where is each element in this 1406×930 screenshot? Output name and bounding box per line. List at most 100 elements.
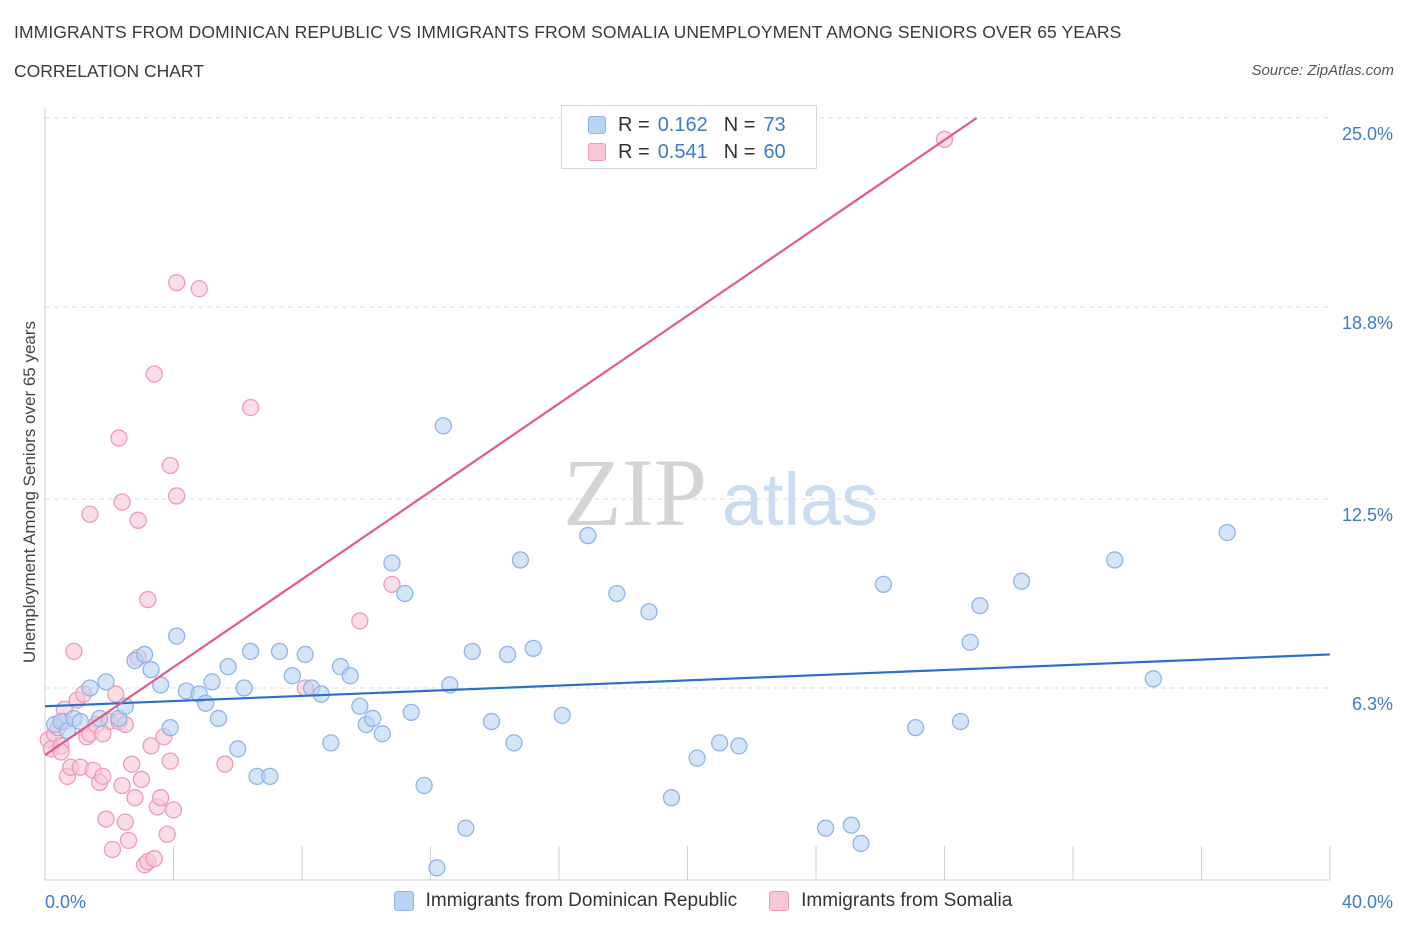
- point-somalia: [190, 280, 208, 298]
- point-dominican: [1106, 551, 1124, 569]
- point-somalia: [103, 840, 122, 859]
- y-tick-label: 18.8%: [1342, 313, 1393, 333]
- legend-r-value: 0.541: [657, 140, 708, 163]
- point-dominican: [97, 673, 115, 691]
- point-dominican: [505, 734, 523, 752]
- point-dominican: [852, 834, 870, 853]
- point-somalia: [216, 755, 234, 773]
- point-somalia: [139, 590, 157, 609]
- point-somalia: [151, 789, 170, 807]
- point-somalia: [116, 813, 134, 831]
- legend-r-label: R =: [618, 113, 650, 136]
- point-somalia: [123, 755, 141, 773]
- point-somalia: [126, 789, 144, 807]
- point-dominican: [579, 526, 597, 545]
- point-dominican: [351, 697, 369, 715]
- point-dominican: [961, 633, 979, 651]
- point-dominican: [261, 767, 279, 786]
- point-somalia: [164, 801, 183, 819]
- point-dominican: [971, 597, 989, 615]
- point-dominican: [322, 734, 340, 752]
- point-dominican: [553, 706, 571, 725]
- point-dominican: [241, 642, 260, 661]
- point-somalia: [383, 575, 401, 593]
- point-dominican: [71, 712, 89, 731]
- legend-swatch-pink: [588, 143, 606, 161]
- point-dominican: [364, 709, 382, 728]
- legend-label-dominican: Immigrants from Dominican Republic: [425, 890, 738, 911]
- point-dominican: [816, 819, 835, 837]
- point-dominican: [209, 709, 228, 728]
- point-dominican: [219, 657, 237, 676]
- point-dominican: [1218, 523, 1236, 542]
- point-somalia: [110, 429, 128, 447]
- point-somalia: [168, 273, 186, 292]
- point-dominican: [142, 661, 160, 679]
- point-dominican: [482, 712, 501, 731]
- point-dominican: [463, 642, 481, 661]
- legend-r-label: R =: [618, 140, 650, 163]
- point-dominican: [81, 679, 99, 697]
- y-tick-label: 6.3%: [1352, 694, 1393, 714]
- point-somalia: [97, 810, 115, 828]
- source-label: Source: ZipAtlas.com: [1251, 62, 1394, 79]
- point-dominican: [283, 667, 302, 685]
- point-somalia: [94, 725, 112, 743]
- point-dominican: [710, 734, 729, 752]
- legend-r-value: 0.162: [657, 113, 708, 136]
- point-dominican: [235, 679, 253, 697]
- point-dominican: [383, 554, 401, 572]
- point-dominican: [688, 749, 706, 767]
- point-dominican: [1144, 670, 1162, 688]
- point-dominican: [498, 645, 517, 664]
- point-dominican: [341, 667, 359, 685]
- point-dominican: [662, 789, 681, 807]
- y-tick-label: 12.5%: [1342, 505, 1393, 525]
- point-dominican: [524, 639, 542, 658]
- legend-n-label: N =: [723, 140, 756, 163]
- point-somalia: [161, 456, 179, 475]
- point-dominican: [951, 712, 970, 731]
- point-somalia: [145, 365, 163, 383]
- legend-row-somalia: R = 0.541 N = 60: [588, 140, 786, 164]
- series-legend: Immigrants from Dominican Republic Immig…: [0, 890, 1406, 912]
- point-dominican: [396, 584, 414, 603]
- y-tick-label: 25.0%: [1342, 124, 1393, 144]
- point-somalia: [145, 850, 163, 868]
- point-somalia: [351, 612, 369, 630]
- trend-lines: [44, 117, 1331, 756]
- point-dominican: [296, 645, 314, 664]
- point-dominican: [842, 816, 860, 834]
- point-dominican: [229, 740, 247, 758]
- point-dominican: [1012, 572, 1031, 590]
- tick-labels: 6.3% 12.5% 18.8% 25.0% 0.0% 40.0%: [45, 124, 1393, 912]
- point-somalia: [113, 493, 131, 511]
- legend-n-value: 73: [763, 113, 786, 136]
- point-dominican: [168, 627, 186, 645]
- point-dominican: [434, 417, 453, 435]
- point-somalia: [107, 685, 125, 703]
- series-dominican-points: [45, 417, 1236, 877]
- chart-subtitle: CORRELATION CHART: [14, 61, 204, 81]
- watermark: ZIP atlas: [563, 439, 878, 546]
- legend-item-somalia: Immigrants from Somalia: [769, 890, 1012, 912]
- point-somalia: [161, 752, 179, 770]
- legend-label-somalia: Immigrants from Somalia: [801, 890, 1013, 911]
- x-tick-label: 40.0%: [1342, 892, 1393, 912]
- x-tick-label: 0.0%: [45, 892, 86, 912]
- legend-row-dominican: R = 0.162 N = 73: [588, 113, 786, 137]
- chart-title: IMMIGRANTS FROM DOMINICAN REPUBLIC VS IM…: [14, 22, 1122, 42]
- point-dominican: [428, 859, 446, 877]
- point-somalia: [52, 743, 70, 761]
- correlation-legend: R = 0.162 N = 73 R = 0.541 N = 60: [561, 105, 817, 169]
- point-dominican: [874, 575, 893, 593]
- point-dominican: [457, 819, 475, 837]
- point-dominican: [135, 645, 154, 664]
- point-somalia: [81, 505, 99, 523]
- point-somalia: [168, 487, 186, 505]
- point-somalia: [142, 737, 160, 755]
- point-dominican: [640, 603, 658, 621]
- point-dominican: [730, 737, 748, 755]
- point-dominican: [415, 776, 433, 795]
- point-dominican: [161, 718, 179, 737]
